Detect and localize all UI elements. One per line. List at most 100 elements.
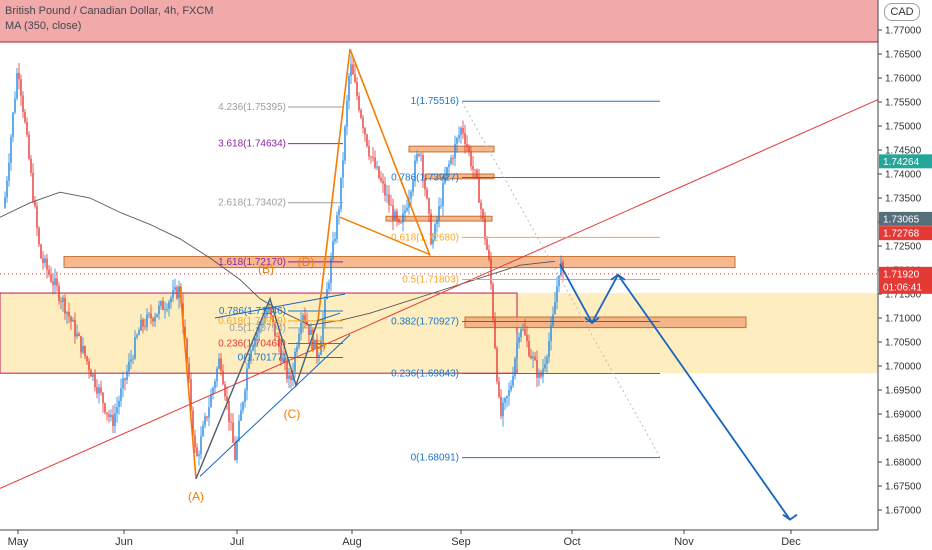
candle [496, 348, 498, 382]
candle [332, 241, 334, 259]
fib-level-label: 0(1.70177) [238, 353, 286, 364]
candle [314, 339, 316, 349]
candle [124, 378, 126, 380]
candle [138, 330, 140, 336]
fib-level-label: 2.618(1.73402) [218, 198, 286, 209]
candle [254, 337, 256, 347]
candle [186, 338, 188, 364]
candle [378, 166, 380, 179]
candle [364, 127, 366, 135]
candle [490, 259, 492, 285]
y-tick-label: 1.74000 [885, 170, 922, 181]
candle [394, 211, 396, 220]
forecast-path [559, 263, 791, 521]
candle [368, 146, 370, 157]
forecast-arrowhead [584, 317, 600, 324]
candle [298, 333, 300, 347]
candle [234, 442, 236, 461]
candle [142, 319, 144, 327]
candle [478, 177, 480, 203]
candle [302, 315, 304, 323]
candle [280, 346, 282, 362]
x-tick-label: Dec [781, 536, 801, 548]
candle [96, 387, 98, 394]
candle [500, 396, 502, 417]
zone-resistance [0, 0, 878, 43]
price-tag [879, 226, 932, 241]
candle [214, 381, 216, 388]
candle [514, 358, 516, 376]
candle [264, 315, 266, 323]
candle [60, 300, 62, 302]
candle [290, 375, 292, 381]
candle [80, 336, 82, 353]
time-axis [0, 530, 932, 550]
candle [516, 342, 518, 359]
forecast-arrowhead [610, 273, 626, 281]
candle [288, 375, 290, 379]
candle [534, 356, 536, 361]
candle [266, 310, 268, 316]
x-tick-label: Jun [115, 536, 133, 548]
fib-level-label: 3.618(1.74634) [218, 139, 286, 150]
candle [110, 414, 112, 418]
candle [174, 287, 176, 290]
candle [546, 356, 548, 364]
candle [274, 321, 276, 337]
candle [8, 162, 10, 181]
fib-level-label: 0(1.68091) [411, 453, 459, 464]
candle [74, 320, 76, 337]
candle [398, 219, 400, 223]
candle [518, 337, 520, 343]
price-tag-label: 1.73065 [883, 214, 920, 225]
candle [486, 239, 488, 250]
candle [258, 324, 260, 333]
candle [84, 346, 86, 357]
candle [356, 81, 358, 96]
candle [66, 312, 68, 314]
candle [252, 346, 254, 351]
triangle-support-line [199, 334, 351, 477]
candle [426, 189, 428, 199]
candle [526, 334, 528, 341]
candle [506, 395, 508, 399]
price-tag [879, 279, 932, 294]
candle [452, 157, 454, 159]
candle [464, 133, 466, 144]
y-tick-label: 1.76500 [885, 50, 922, 61]
price-tag-label: 1.74264 [883, 157, 920, 168]
candle [70, 316, 72, 322]
candle [32, 172, 34, 201]
candle [530, 355, 532, 359]
candle [436, 220, 438, 225]
candle [532, 356, 534, 359]
candle [202, 425, 204, 437]
candle [276, 336, 278, 337]
supply-box [63, 256, 736, 269]
candle [40, 244, 42, 259]
candle [194, 435, 196, 448]
candle [400, 222, 402, 224]
supply-box [464, 316, 747, 329]
currency-button[interactable]: CAD [884, 3, 920, 21]
candle [270, 307, 272, 316]
candle [86, 356, 88, 362]
candle [178, 286, 180, 299]
wave-label: (C) [284, 407, 301, 421]
candle [382, 180, 384, 184]
candles [4, 55, 564, 466]
candle [488, 249, 490, 260]
candle [454, 143, 456, 159]
wave-label: (D) [298, 255, 315, 269]
candle [38, 227, 40, 245]
candle [484, 218, 486, 240]
candle [430, 213, 432, 245]
price-tag-label: 1.71920 [883, 269, 920, 280]
candle [386, 194, 388, 196]
candle [540, 372, 542, 377]
candle [212, 387, 214, 395]
candle [448, 163, 450, 168]
candle [44, 258, 46, 263]
y-tick-label: 1.71000 [885, 314, 922, 325]
